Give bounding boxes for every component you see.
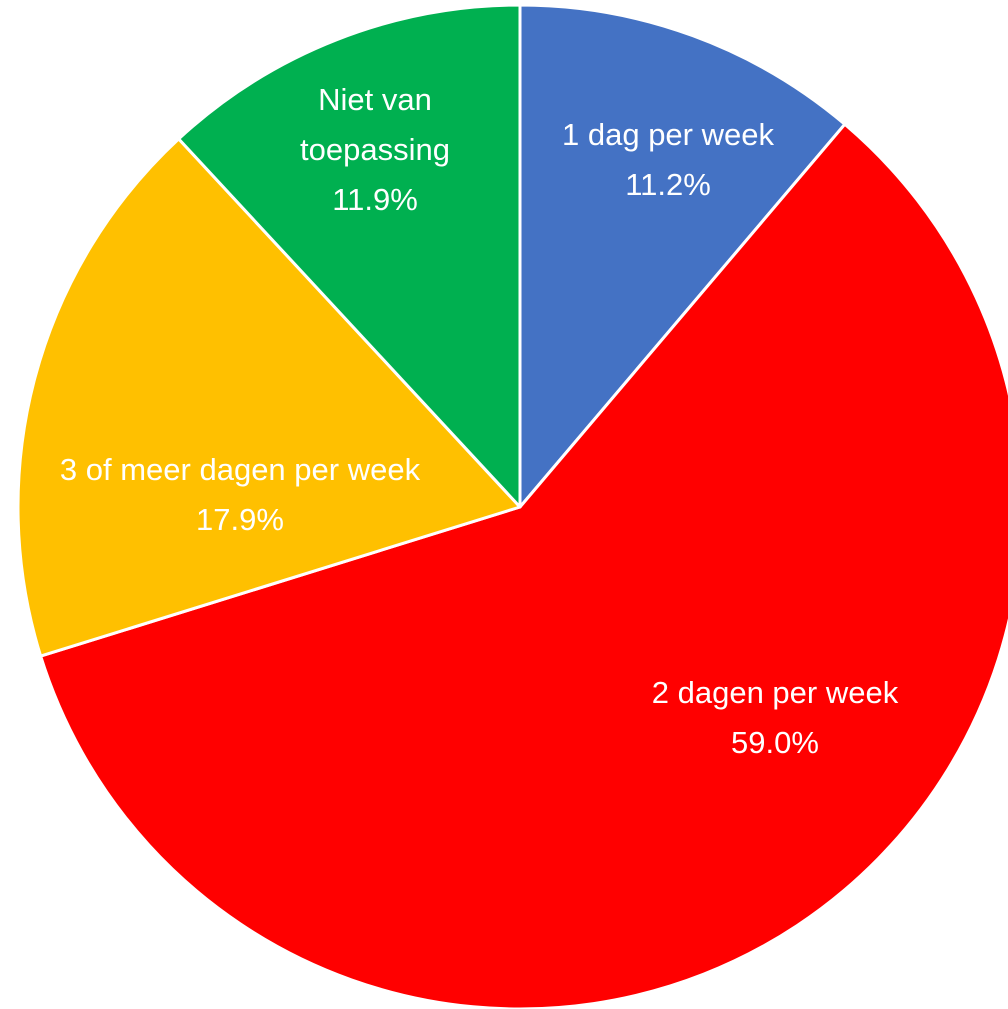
value-label: 11.9% [332,182,418,217]
slice-label: Niet van toepassing 11.9% [275,75,475,225]
category-label: 3 of meer dagen per week [59,452,421,487]
category-label: 1 dag per week [562,117,774,152]
pie-slice [177,3,522,509]
slice-label: 1 dag per week 11.2% [518,110,818,210]
pie-slice [16,137,522,658]
slice-label: 2 dagen per week 59.0% [605,668,945,768]
slice-label: 3 of meer dagen per week 17.9% [0,445,480,545]
pie-slice [39,122,1008,1009]
value-label: 17.9% [196,502,284,537]
category-label: 2 dagen per week [651,675,899,710]
category-label: Niet van toepassing [300,82,450,167]
value-label: 59.0% [731,725,819,760]
value-label: 11.2% [625,167,711,202]
pie-slice [518,3,847,509]
